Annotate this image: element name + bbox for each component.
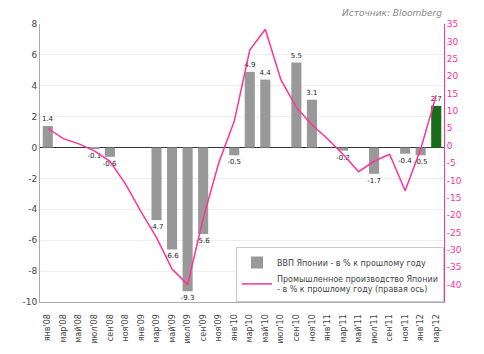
- svg-text:1.4: 1.4: [42, 115, 54, 123]
- svg-text:июл'11: июл'11: [370, 314, 379, 343]
- svg-text:май'09: май'09: [168, 314, 177, 343]
- svg-text:ноя'11: ноя'11: [401, 314, 410, 341]
- svg-text:сен'08: сен'08: [106, 314, 115, 341]
- svg-text:ВВП Японии - в % к прошлому го: ВВП Японии - в % к прошлому году: [277, 259, 426, 268]
- svg-text:Промышленное производство Япон: Промышленное производство Японии- в % к …: [277, 275, 438, 294]
- svg-text:0: 0: [447, 141, 453, 151]
- svg-text:май'11: май'11: [354, 314, 363, 343]
- svg-text:янв'12: янв'12: [416, 314, 425, 341]
- svg-text:сен'10: сен'10: [292, 314, 301, 341]
- svg-text:мар'11: мар'11: [339, 314, 348, 342]
- svg-text:-4.7: -4.7: [150, 223, 164, 231]
- svg-text:2.7: 2.7: [431, 95, 442, 103]
- svg-text:3.1: 3.1: [306, 89, 317, 97]
- svg-text:янв'10: янв'10: [230, 314, 239, 341]
- svg-text:-10: -10: [447, 176, 462, 186]
- svg-text:-8: -8: [28, 266, 37, 276]
- svg-text:4: 4: [31, 81, 37, 91]
- svg-text:-9.3: -9.3: [181, 294, 195, 302]
- svg-text:мар'10: мар'10: [245, 314, 254, 342]
- svg-text:мар'12: мар'12: [432, 314, 441, 342]
- svg-text:-35: -35: [447, 262, 462, 272]
- svg-text:-30: -30: [447, 245, 462, 255]
- svg-text:-0.6: -0.6: [103, 160, 117, 168]
- svg-text:35: 35: [447, 19, 458, 29]
- svg-text:-5.6: -5.6: [196, 237, 210, 245]
- svg-text:-0.5: -0.5: [414, 158, 428, 166]
- svg-text:-10: -10: [22, 297, 37, 307]
- svg-text:май'08: май'08: [74, 314, 83, 343]
- svg-text:янв'09: янв'09: [137, 314, 146, 341]
- svg-text:4.4: 4.4: [259, 69, 271, 77]
- svg-text:май'10: май'10: [261, 314, 270, 343]
- svg-text:июл'09: июл'09: [183, 314, 192, 343]
- svg-text:июл'10: июл'10: [276, 314, 285, 343]
- svg-text:10: 10: [447, 106, 459, 116]
- svg-text:Источник: Bloomberg: Источник: Bloomberg: [342, 8, 442, 18]
- svg-text:-6.6: -6.6: [165, 252, 179, 260]
- svg-text:0: 0: [31, 143, 37, 153]
- svg-text:5.5: 5.5: [291, 52, 302, 60]
- svg-text:25: 25: [447, 54, 458, 64]
- svg-text:-1.7: -1.7: [367, 177, 381, 185]
- svg-text:4.9: 4.9: [244, 61, 255, 69]
- svg-text:-40: -40: [447, 280, 462, 290]
- svg-text:30: 30: [447, 37, 459, 47]
- svg-text:20: 20: [447, 71, 459, 81]
- svg-text:6: 6: [31, 50, 37, 60]
- svg-text:июл'08: июл'08: [90, 314, 99, 343]
- svg-text:-0.2: -0.2: [336, 154, 350, 162]
- svg-text:янв'11: янв'11: [323, 314, 332, 341]
- svg-text:мар'09: мар'09: [152, 314, 161, 342]
- svg-text:-15: -15: [447, 193, 462, 203]
- svg-text:15: 15: [447, 89, 458, 99]
- svg-text:сен'09: сен'09: [199, 314, 208, 341]
- svg-text:сен'11: сен'11: [385, 314, 394, 341]
- svg-text:-25: -25: [447, 228, 462, 238]
- svg-text:5: 5: [447, 123, 453, 133]
- svg-text:-6: -6: [28, 235, 37, 245]
- svg-text:-4: -4: [28, 204, 37, 214]
- svg-text:янв'08: янв'08: [43, 314, 52, 341]
- svg-text:-2: -2: [28, 174, 37, 184]
- svg-text:-0.1: -0.1: [88, 152, 102, 160]
- svg-text:2: 2: [31, 112, 37, 122]
- svg-text:-20: -20: [447, 210, 462, 220]
- svg-text:-0.4: -0.4: [398, 157, 412, 165]
- svg-text:8: 8: [31, 19, 37, 29]
- svg-text:-5: -5: [447, 158, 456, 168]
- svg-text:мар'08: мар'08: [59, 314, 68, 342]
- svg-text:ноя'10: ноя'10: [308, 314, 317, 341]
- svg-text:ноя'08: ноя'08: [121, 314, 130, 341]
- svg-text:-0.5: -0.5: [227, 158, 241, 166]
- svg-text:ноя'09: ноя'09: [214, 314, 223, 341]
